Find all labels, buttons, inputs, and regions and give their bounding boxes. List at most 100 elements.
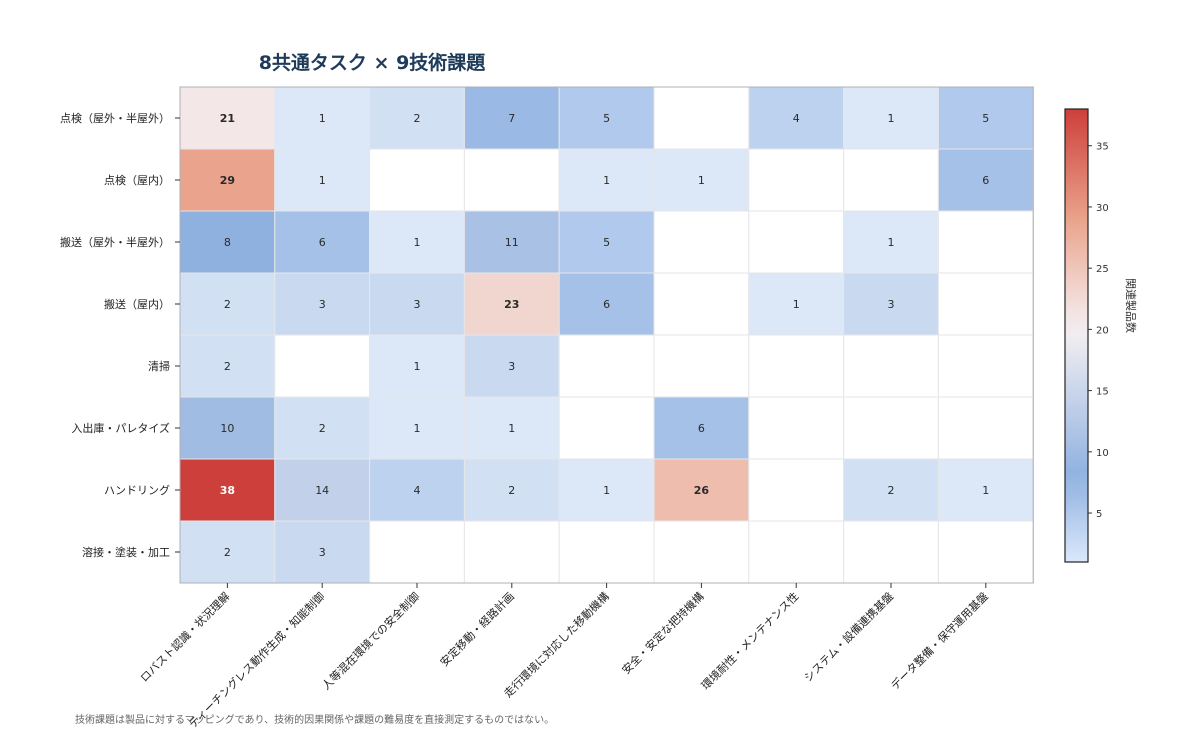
cell-value: 1 <box>888 112 895 125</box>
cell-value: 2 <box>319 422 326 435</box>
row-label: 点検（屋内） <box>104 173 170 187</box>
heatmap-cell <box>653 520 750 584</box>
cell-value: 7 <box>508 112 515 125</box>
heatmap-cell <box>463 148 560 212</box>
row-label: 入出庫・パレタイズ <box>71 421 170 435</box>
cell-value: 2 <box>888 484 895 497</box>
cell-value: 3 <box>319 546 326 559</box>
heatmap-cell <box>748 458 845 522</box>
heatmap-cell <box>463 396 560 460</box>
heatmap-cell <box>937 148 1034 212</box>
cell-value: 2 <box>224 546 231 559</box>
cell-value: 2 <box>414 112 421 125</box>
heatmap-cell <box>653 272 750 336</box>
cell-value: 3 <box>888 298 895 311</box>
heatmap-cell <box>653 210 750 274</box>
row-label: 点検（屋外・半屋外） <box>60 111 170 125</box>
column-label: 人等混在環境での安全制御 <box>319 589 422 692</box>
heatmap-cell <box>274 272 371 336</box>
heatmap-cell <box>558 86 655 150</box>
heatmap-cell <box>843 148 939 212</box>
heatmap-cell <box>653 334 750 398</box>
heatmap-cell <box>937 272 1034 336</box>
cell-value: 1 <box>982 484 989 497</box>
heatmap-cell <box>463 210 560 274</box>
cell-value: 3 <box>319 298 326 311</box>
heatmap-cell <box>937 458 1034 522</box>
heatmap-cell <box>179 520 276 584</box>
cell-value: 1 <box>888 236 895 249</box>
heatmap-cell <box>369 520 465 584</box>
heatmap-cell <box>748 148 845 212</box>
heatmap-cell <box>748 210 845 274</box>
cell-value: 29 <box>220 174 235 187</box>
cell-value: 6 <box>319 236 326 249</box>
heatmap-cell <box>179 210 276 274</box>
cell-value: 1 <box>414 360 421 373</box>
heatmap-cell <box>274 458 371 522</box>
heatmap-cell <box>274 334 371 398</box>
column-label: 環境耐性・メンテナンス性 <box>698 589 801 692</box>
heatmap-cell <box>653 458 750 522</box>
cell-value: 1 <box>414 422 421 435</box>
row-label: 溶接・塗装・加工 <box>82 545 170 559</box>
heatmap-cell <box>843 86 939 150</box>
heatmap-cell <box>463 458 560 522</box>
heatmap-cell <box>179 334 276 398</box>
cell-value: 23 <box>504 298 519 311</box>
column-label: 走行環境に対応した移動機構 <box>501 589 612 700</box>
heatmap-cell <box>843 520 939 584</box>
cell-value: 2 <box>224 298 231 311</box>
cell-value: 1 <box>508 422 515 435</box>
column-label: 安全・安定な把持機構 <box>619 589 707 677</box>
cell-value: 2 <box>224 360 231 373</box>
cell-value: 1 <box>414 236 421 249</box>
colorbar-tick-label: 10 <box>1096 448 1109 459</box>
cell-value: 3 <box>508 360 515 373</box>
heatmap-cell <box>558 520 655 584</box>
colorbar-tick-label: 20 <box>1096 325 1109 336</box>
column-label: データ整備・保守運用基盤 <box>888 589 991 692</box>
cell-value: 6 <box>603 298 610 311</box>
heatmap-cell <box>463 272 560 336</box>
row-label: ハンドリング <box>104 483 170 497</box>
heatmap-cell <box>179 396 276 460</box>
heatmap-cell <box>653 148 750 212</box>
cell-value: 1 <box>698 174 705 187</box>
row-label: 搬送（屋内） <box>104 297 170 311</box>
heatmap-cell <box>369 458 465 522</box>
heatmap-cell <box>843 334 939 398</box>
heatmap-cell <box>843 458 939 522</box>
colorbar-tick-label: 15 <box>1096 387 1109 398</box>
heatmap-cell <box>748 86 845 150</box>
heatmap-cell <box>463 520 560 584</box>
cell-value: 26 <box>694 484 710 497</box>
heatmap-cell <box>653 396 750 460</box>
heatmap-cell <box>558 210 655 274</box>
cell-value: 6 <box>982 174 989 187</box>
cell-value: 10 <box>220 422 234 435</box>
colorbar <box>1064 108 1089 563</box>
heatmap-cell <box>369 334 465 398</box>
heatmap-cell <box>558 148 655 212</box>
footnote: 技術課題は製品に対するマッピングであり、技術的因果関係や課題の難易度を直接測定す… <box>75 715 555 726</box>
row-label: 搬送（屋外・半屋外） <box>60 235 170 249</box>
cell-value: 2 <box>508 484 515 497</box>
heatmap-cell <box>748 396 845 460</box>
colorbar-tick-label: 5 <box>1096 509 1102 520</box>
cell-value: 4 <box>793 112 800 125</box>
heatmap-cell <box>843 396 939 460</box>
cell-value: 11 <box>505 236 519 249</box>
row-label: 清掃 <box>148 359 170 373</box>
heatmap-cell <box>937 396 1034 460</box>
cell-value: 6 <box>698 422 705 435</box>
colorbar-tick-label: 35 <box>1096 142 1109 153</box>
chart-title: 8共通タスク × 9技術課題 <box>258 52 486 74</box>
cell-value: 3 <box>414 298 421 311</box>
cell-value: 5 <box>982 112 989 125</box>
cell-value: 5 <box>603 236 610 249</box>
cell-value: 1 <box>319 112 326 125</box>
heatmap-cell <box>558 396 655 460</box>
